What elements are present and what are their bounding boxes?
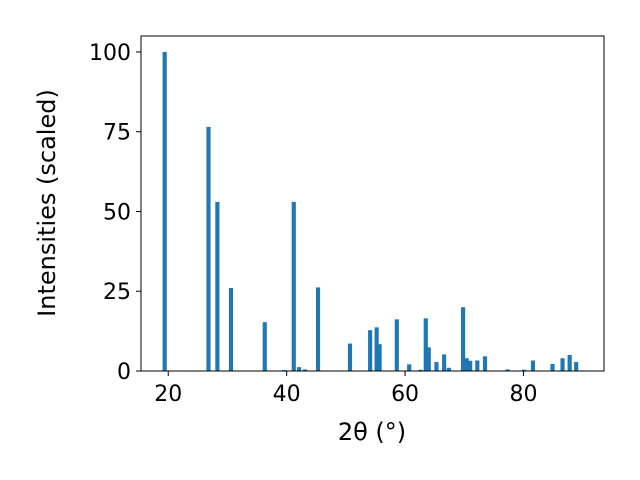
bar (206, 126, 211, 371)
x-axis-title: 2θ (°) (338, 418, 406, 446)
bar (530, 360, 536, 371)
bar (461, 307, 466, 371)
plot-frame (140, 35, 605, 372)
bar (574, 362, 579, 371)
y-tick-label: 0 (117, 360, 131, 385)
bar (215, 201, 220, 371)
x-tick-label: 60 (391, 382, 419, 407)
bar (434, 362, 439, 371)
bar (442, 354, 447, 371)
bar (426, 347, 431, 371)
y-axis-title: Intensities (scaled) (33, 89, 61, 317)
bar (423, 318, 428, 371)
bar (550, 363, 555, 371)
bar (505, 369, 510, 371)
y-axis-ticks: 0 25 50 75 100 (89, 41, 141, 385)
x-tick-label: 20 (154, 382, 182, 407)
bar (162, 51, 167, 371)
bar (567, 355, 572, 371)
bar (560, 358, 565, 371)
bar (315, 287, 321, 371)
x-tick-label: 40 (273, 382, 301, 407)
bar (262, 322, 267, 371)
bar (407, 364, 412, 371)
bar (302, 369, 308, 371)
y-tick-label: 75 (103, 121, 131, 146)
bars-layer (162, 51, 579, 371)
bar (291, 201, 296, 371)
x-axis-ticks: 20 40 60 80 (154, 371, 537, 407)
y-tick-label: 50 (103, 200, 131, 225)
bar (228, 288, 234, 371)
y-tick-label: 25 (103, 280, 131, 305)
bar (468, 360, 473, 371)
bar (475, 360, 480, 371)
bar (377, 344, 382, 371)
bar (297, 367, 302, 371)
bar (347, 343, 353, 371)
bar (482, 356, 488, 371)
y-tick-label: 100 (89, 41, 131, 66)
x-tick-label: 80 (509, 382, 537, 407)
bar (418, 369, 423, 371)
bar (464, 358, 469, 371)
bar (521, 369, 527, 371)
bar (374, 327, 379, 371)
bar (394, 319, 399, 371)
bar (368, 330, 373, 371)
bar (446, 367, 451, 371)
